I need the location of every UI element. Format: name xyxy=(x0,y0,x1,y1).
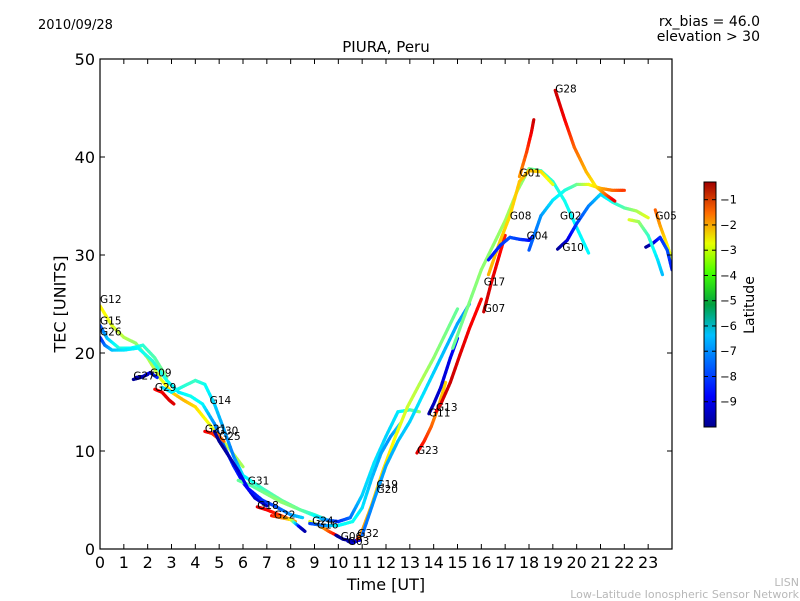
x-tick-label: 15 xyxy=(447,553,467,572)
series-g20 xyxy=(362,304,469,535)
x-tick-label: 6 xyxy=(238,553,248,572)
plot-frame xyxy=(100,59,672,549)
x-tick-label: 12 xyxy=(376,553,396,572)
colorbar-tick-label: −8 xyxy=(720,369,737,383)
satellite-label: G13 xyxy=(436,402,458,414)
data-point xyxy=(173,403,174,404)
x-tick-label: 10 xyxy=(328,553,348,572)
satellite-label: G25 xyxy=(219,431,241,443)
series-layer xyxy=(100,90,672,543)
colorbar-tick-label: −9 xyxy=(720,395,737,409)
data-point xyxy=(587,249,589,253)
colorbar-tick-label: −6 xyxy=(720,319,737,333)
x-tick-label: 21 xyxy=(590,553,610,572)
series-g07 xyxy=(484,235,505,311)
satellite-label: G14 xyxy=(210,395,232,407)
satellite-label: G05 xyxy=(655,211,677,223)
data-point xyxy=(551,182,553,184)
satellite-label: G12 xyxy=(100,294,122,306)
x-tick-label: 5 xyxy=(214,553,224,572)
satellite-label: G07 xyxy=(484,303,506,315)
satellite-label: G04 xyxy=(527,230,549,242)
colorbar-tick-label: −5 xyxy=(720,294,737,308)
x-tick-label: 7 xyxy=(262,553,272,572)
y-tick-label: 40 xyxy=(75,148,95,167)
satellite-label: G28 xyxy=(555,83,577,95)
data-point xyxy=(613,200,615,201)
data-point xyxy=(444,382,445,386)
satellite-label: G01 xyxy=(519,168,541,180)
y-tick-label: 20 xyxy=(75,344,95,363)
x-tick-label: 14 xyxy=(423,553,443,572)
x-tick-label: 20 xyxy=(566,553,586,572)
satellite-label: G22 xyxy=(274,510,296,522)
x-tick-label: 22 xyxy=(614,553,634,572)
satellite-label: G16 xyxy=(317,519,339,531)
data-point xyxy=(241,464,243,467)
satellite-label: G08 xyxy=(510,211,532,223)
x-tick-label: 19 xyxy=(543,553,563,572)
colorbar-tick-label: −4 xyxy=(720,268,737,282)
satellite-label: G32 xyxy=(357,528,379,540)
satellite-label: G20 xyxy=(376,484,398,496)
y-tick-label: 50 xyxy=(75,50,95,69)
colorbar-tick-label: −7 xyxy=(720,344,737,358)
x-tick-label: 2 xyxy=(143,553,153,572)
y-tick-label: 10 xyxy=(75,442,95,461)
x-tick-label: 11 xyxy=(352,553,372,572)
data-point xyxy=(456,309,458,313)
satellite-label: G23 xyxy=(417,445,439,457)
colorbar-tick-label: −3 xyxy=(720,243,737,257)
x-tick-label: 0 xyxy=(95,553,105,572)
x-tick-label: 16 xyxy=(471,553,491,572)
x-tick-label: 3 xyxy=(166,553,176,572)
data-point xyxy=(504,235,505,239)
data-point xyxy=(662,272,663,274)
colorbar xyxy=(704,182,716,427)
satellite-label: G10 xyxy=(562,242,584,254)
x-tick-label: 9 xyxy=(309,553,319,572)
x-tick-label: 17 xyxy=(495,553,515,572)
data-point xyxy=(479,299,481,304)
satellite-label: G02 xyxy=(560,211,582,223)
satellite-label: G17 xyxy=(484,276,506,288)
colorbar-tick-label: −2 xyxy=(720,218,737,232)
satellite-label: G27 xyxy=(133,370,155,382)
satellite-label: G26 xyxy=(100,326,122,338)
satellite-label: G31 xyxy=(248,475,270,487)
x-tick-label: 18 xyxy=(519,553,539,572)
satellite-label: G29 xyxy=(155,382,177,394)
data-point xyxy=(304,531,305,532)
x-tick-label: 8 xyxy=(286,553,296,572)
x-tick-label: 1 xyxy=(119,553,129,572)
y-tick-label: 0 xyxy=(85,540,95,559)
data-point xyxy=(646,217,648,218)
colorbar-tick-label: −1 xyxy=(720,193,737,207)
x-tick-label: 23 xyxy=(638,553,658,572)
x-tick-label: 4 xyxy=(190,553,200,572)
y-tick-label: 30 xyxy=(75,246,95,265)
x-tick-label: 13 xyxy=(400,553,420,572)
